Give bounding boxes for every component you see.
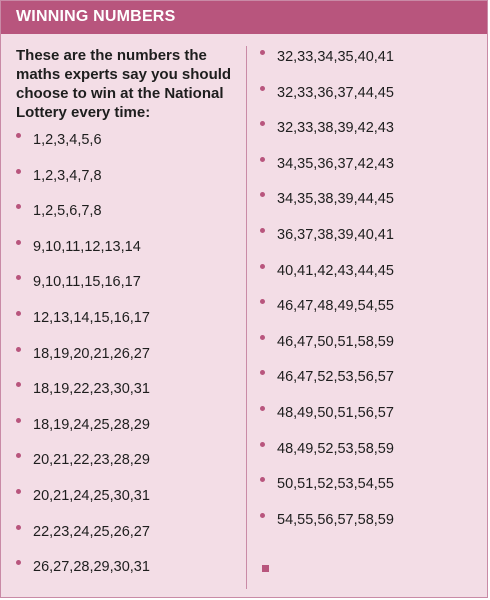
number-set-text: 32,33,36,37,44,45	[277, 84, 394, 101]
number-set-text: 18,19,24,25,28,29	[33, 416, 150, 433]
number-set-text: 48,49,52,53,58,59	[277, 440, 394, 457]
number-set-text: 18,19,20,21,26,27	[33, 345, 150, 362]
number-set-text: 46,47,48,49,54,55	[277, 298, 394, 315]
number-set-text: 48,49,50,51,56,57	[277, 405, 394, 421]
bullet-icon	[16, 382, 21, 388]
bullet-icon	[260, 477, 265, 483]
column-divider	[246, 46, 247, 589]
number-set-text: 54,55,56,57,58,59	[277, 511, 394, 528]
bullet-icon	[16, 560, 21, 566]
bullet-icon	[16, 311, 21, 316]
bullet-icon	[260, 50, 265, 55]
panel-header: WINNING NUMBERS	[1, 1, 487, 34]
number-set-text: 9,10,11,12,13,14	[33, 238, 141, 255]
number-set-text: 20,21,24,25,30,31	[33, 488, 150, 504]
number-set-text: 1,2,3,4,7,8	[33, 167, 102, 184]
number-set-text: 1,2,5,6,7,8	[33, 203, 102, 220]
bullet-icon	[260, 299, 265, 305]
bullet-icon	[260, 334, 265, 340]
bullet-icon	[260, 156, 265, 162]
number-set-text: 26,27,28,29,30,31	[33, 559, 150, 576]
number-set-text: 1,2,3,4,5,6	[33, 132, 102, 148]
bullet-icon	[16, 346, 21, 352]
number-set-text: 20,21,22,23,28,29	[33, 452, 150, 469]
number-set-text: 46,47,52,53,56,57	[277, 369, 394, 386]
bullet-icon	[16, 489, 21, 494]
panel-title: WINNING NUMBERS	[16, 8, 176, 25]
bullet-icon	[260, 85, 265, 91]
bullet-icon	[16, 275, 21, 281]
bullet-icon	[260, 512, 265, 518]
bullet-icon	[260, 121, 265, 127]
bullet-icon	[16, 204, 21, 210]
bullet-icon	[16, 453, 21, 459]
bullet-icon	[16, 133, 21, 138]
end-marker-icon	[262, 565, 269, 572]
number-set-text: 36,37,38,39,40,41	[277, 227, 394, 243]
number-set-text: 40,41,42,43,44,45	[277, 262, 394, 279]
number-set-text: 18,19,22,23,30,31	[33, 381, 150, 398]
bullet-icon	[16, 524, 21, 530]
number-set-text: 50,51,52,53,54,55	[277, 476, 394, 493]
bullet-icon	[260, 406, 265, 411]
number-set-text: 12,13,14,15,16,17	[33, 310, 150, 326]
bullet-icon	[16, 417, 21, 423]
number-set-text: 32,33,38,39,42,43	[277, 120, 394, 137]
bullet-icon	[260, 370, 265, 376]
bullet-icon	[260, 441, 265, 447]
bullet-icon	[16, 239, 21, 245]
bullet-icon	[16, 168, 21, 174]
bullet-icon	[260, 263, 265, 269]
bullet-icon	[260, 228, 265, 233]
bullet-icon	[260, 192, 265, 198]
number-set-text: 34,35,36,37,42,43	[277, 155, 394, 172]
number-set-text: 22,23,24,25,26,27	[33, 523, 150, 540]
number-set-text: 32,33,34,35,40,41	[277, 49, 394, 65]
number-set-text: 46,47,50,51,58,59	[277, 333, 394, 350]
number-set-text: 9,10,11,15,16,17	[33, 274, 141, 291]
number-set-text: 34,35,38,39,44,45	[277, 191, 394, 208]
intro-text: These are the numbers the maths experts …	[16, 47, 232, 121]
